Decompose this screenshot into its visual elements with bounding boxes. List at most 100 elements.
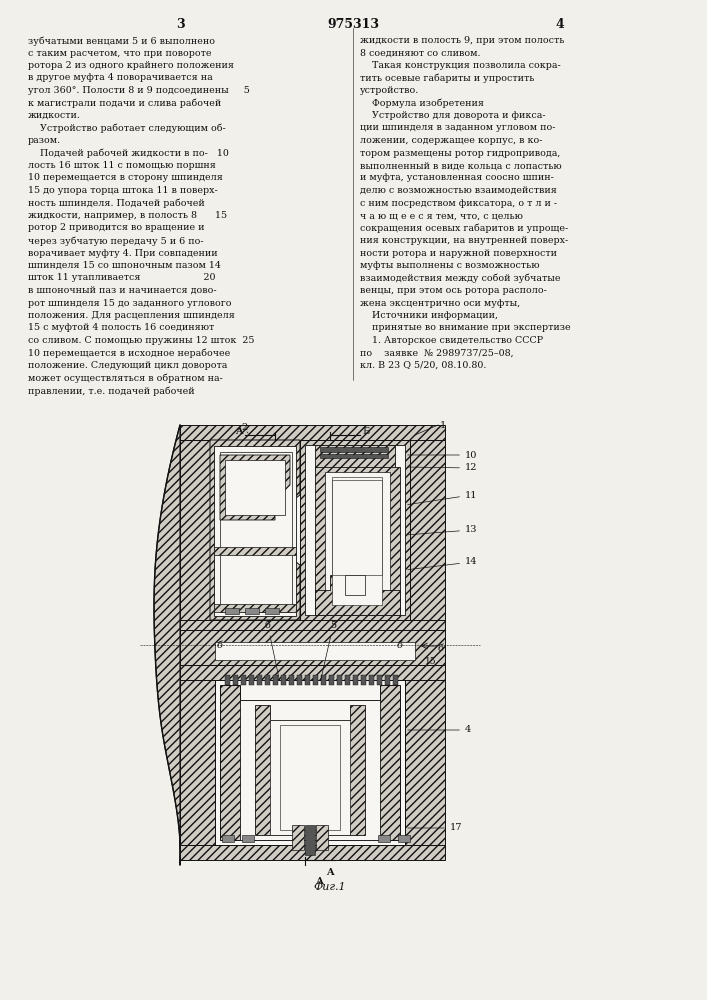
Text: 14: 14 [408, 558, 477, 570]
Polygon shape [405, 680, 445, 845]
Text: выполненный в виде кольца с лопастью: выполненный в виде кольца с лопастью [360, 161, 561, 170]
Text: 15 до упора торца штока 11 в поверх-: 15 до упора торца штока 11 в поверх- [28, 186, 218, 195]
Polygon shape [180, 680, 215, 845]
Text: ции шпинделя в заданном угловом по-: ции шпинделя в заданном угловом по- [360, 123, 556, 132]
Bar [329, 675, 334, 685]
Text: б: б [265, 621, 279, 680]
Bar [265, 675, 270, 685]
Polygon shape [154, 425, 180, 865]
Bar [369, 675, 374, 685]
Text: ротора 2 из одного крайнего положения: ротора 2 из одного крайнего положения [28, 61, 234, 70]
Text: с таким расчетом, что при повороте: с таким расчетом, что при повороте [28, 48, 211, 57]
Text: ворачивает муфту 4. При совпадении: ворачивает муфту 4. При совпадении [28, 248, 218, 257]
Text: 15: 15 [425, 657, 437, 666]
Text: в шпоночный паз и начинается дово-: в шпоночный паз и начинается дово- [28, 286, 216, 295]
Text: устройство.: устройство. [360, 86, 419, 95]
Text: кл. В 23 Q 5/20, 08.10.80.: кл. В 23 Q 5/20, 08.10.80. [360, 361, 486, 370]
Polygon shape [220, 455, 290, 520]
Text: ности ротора и наружной поверхности: ности ротора и наружной поверхности [360, 248, 557, 257]
Bar [249, 675, 254, 685]
Text: жена эксцентрично оси муфты,: жена эксцентрично оси муфты, [360, 298, 520, 308]
Text: тить осевые габариты и упростить: тить осевые габариты и упростить [360, 74, 534, 83]
Bar [222, 835, 234, 842]
Bar [220, 452, 292, 612]
Text: сокращения осевых габаритов и упроще-: сокращения осевых габаритов и упроще- [360, 224, 568, 233]
Text: A: A [235, 428, 243, 436]
Bar [270, 720, 350, 835]
Text: 4: 4 [408, 726, 472, 734]
Bar [210, 440, 410, 620]
Bar [273, 675, 278, 685]
Text: 5: 5 [320, 621, 336, 680]
Text: 10 перемещается в исходное нерабочее: 10 перемещается в исходное нерабочее [28, 349, 230, 358]
Bar [233, 675, 238, 685]
Bar [393, 675, 398, 685]
Bar [225, 608, 239, 614]
Bar [377, 675, 382, 685]
Bar [214, 446, 296, 616]
Text: шпинделя 15 со шпоночным пазом 14: шпинделя 15 со шпоночным пазом 14 [28, 261, 221, 270]
Bar [242, 835, 254, 842]
Bar [332, 480, 382, 575]
Text: 15 с муфтой 4 полость 16 соединяют: 15 с муфтой 4 полость 16 соединяют [28, 324, 214, 332]
Bar [337, 675, 342, 685]
Bar [305, 825, 315, 855]
Text: Формула изобретения: Формула изобретения [360, 99, 484, 108]
Text: б: б [397, 642, 403, 650]
Bar [257, 675, 262, 685]
Bar [385, 675, 390, 685]
Bar [305, 445, 405, 615]
Text: шток 11 утапливается                     20: шток 11 утапливается 20 [28, 273, 216, 282]
Text: Такая конструкция позволила сокра-: Такая конструкция позволила сокра- [360, 61, 561, 70]
Text: Подачей рабочей жидкости в по-   10: Подачей рабочей жидкости в по- 10 [28, 148, 229, 158]
Text: лость 16 шток 11 с помощью поршня: лость 16 шток 11 с помощью поршня [28, 161, 216, 170]
Text: 2: 2 [242, 424, 248, 432]
Bar [316, 825, 328, 850]
Bar [398, 835, 410, 842]
Text: 1. Авторское свидетельство СССР: 1. Авторское свидетельство СССР [360, 336, 543, 345]
Bar [225, 460, 285, 515]
Bar [305, 675, 310, 685]
Polygon shape [255, 705, 365, 835]
Bar [215, 680, 405, 845]
Text: 13: 13 [408, 526, 477, 535]
Polygon shape [180, 440, 210, 620]
Text: 1: 1 [440, 420, 446, 430]
Text: 10 перемещается в сторону шпинделя: 10 перемещается в сторону шпинделя [28, 174, 223, 182]
Text: угол 360°. Полости 8 и 9 подсоединены     5: угол 360°. Полости 8 и 9 подсоединены 5 [28, 86, 250, 95]
Polygon shape [180, 630, 445, 665]
Text: принятые во внимание при экспертизе: принятые во внимание при экспертизе [360, 324, 571, 332]
Text: делю с возможностью взаимодействия: делю с возможностью взаимодействия [360, 186, 557, 195]
Bar [321, 675, 326, 685]
Bar [289, 675, 294, 685]
Bar [280, 725, 340, 830]
Text: тором размещены ротор гидропривода,: тором размещены ротор гидропривода, [360, 148, 561, 157]
Text: Фиг.1: Фиг.1 [314, 882, 346, 892]
Polygon shape [300, 440, 410, 620]
Text: венцы, при этом ось ротора располо-: венцы, при этом ось ротора располо- [360, 286, 547, 295]
Text: 12: 12 [408, 464, 477, 473]
Bar [241, 675, 246, 685]
Text: A: A [326, 868, 334, 877]
Text: 4: 4 [556, 18, 564, 31]
Text: рот шпинделя 15 до заданного углового: рот шпинделя 15 до заданного углового [28, 298, 231, 308]
Text: жидкости в полость 9, при этом полость: жидкости в полость 9, при этом полость [360, 36, 564, 45]
Bar [378, 835, 390, 842]
Bar [281, 675, 286, 685]
Text: разом.: разом. [28, 136, 61, 145]
Text: с ним посредством фиксатора, о т л и -: с ним посредством фиксатора, о т л и - [360, 198, 557, 208]
Bar [292, 825, 304, 850]
Bar [225, 675, 230, 685]
Text: 17: 17 [408, 824, 462, 832]
Text: может осуществляться в обратном на-: может осуществляться в обратном на- [28, 373, 223, 383]
Bar [345, 675, 350, 685]
Text: правлении, т.е. подачей рабочей: правлении, т.е. подачей рабочей [28, 386, 194, 395]
Text: ложении, содержащее корпус, в ко-: ложении, содержащее корпус, в ко- [360, 136, 542, 145]
Bar [315, 467, 400, 615]
Polygon shape [180, 665, 445, 680]
Text: в другое муфта 4 поворачивается на: в другое муфта 4 поворачивается на [28, 74, 213, 83]
Text: положения. Для расцепления шпинделя: положения. Для расцепления шпинделя [28, 311, 235, 320]
Bar [353, 675, 358, 685]
Text: 11: 11 [408, 490, 477, 505]
Bar [215, 642, 415, 660]
